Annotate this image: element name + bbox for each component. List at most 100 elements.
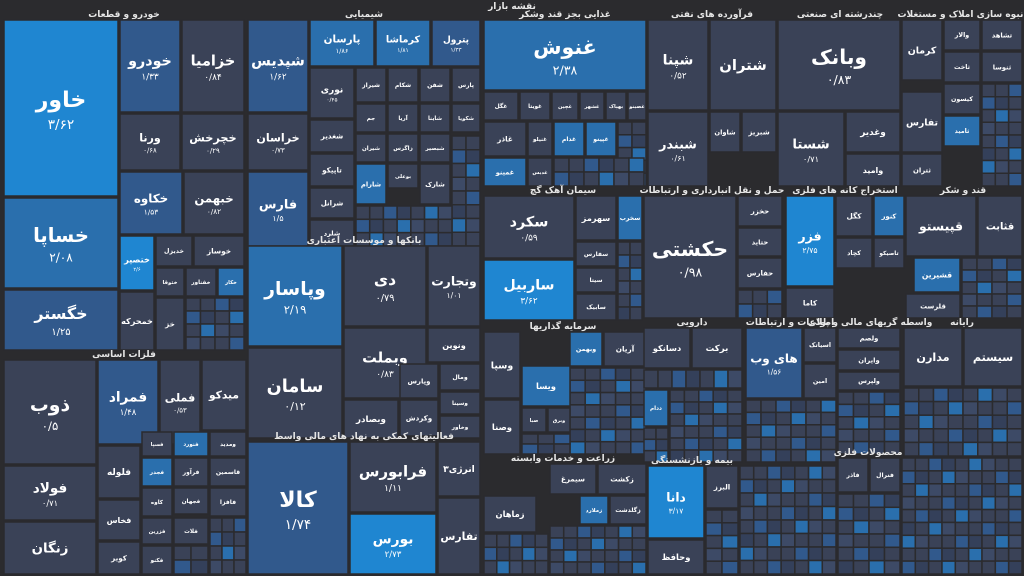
stock-tile[interactable]	[437, 441, 481, 497]
minor-tile[interactable]	[599, 416, 617, 431]
minor-tile[interactable]	[981, 470, 997, 485]
minor-tile[interactable]	[569, 367, 586, 382]
stock-tile[interactable]	[483, 399, 521, 455]
minor-tile[interactable]	[901, 457, 917, 472]
minor-tile[interactable]	[465, 149, 481, 165]
minor-tile[interactable]	[752, 465, 769, 481]
minor-tile[interactable]	[584, 391, 602, 406]
minor-tile[interactable]	[947, 441, 964, 457]
minor-tile[interactable]	[584, 404, 602, 418]
minor-tile[interactable]	[981, 159, 997, 174]
minor-tile[interactable]	[508, 559, 524, 575]
stock-tile[interactable]	[155, 267, 185, 297]
minor-tile[interactable]	[991, 400, 1008, 416]
minor-tile[interactable]	[821, 532, 837, 548]
minor-tile[interactable]	[712, 413, 729, 427]
stock-tile[interactable]	[943, 83, 981, 115]
minor-tile[interactable]	[712, 425, 729, 439]
stock-tile[interactable]	[785, 195, 835, 287]
minor-tile[interactable]	[437, 231, 453, 247]
minor-tile[interactable]	[584, 416, 602, 431]
minor-tile[interactable]	[991, 428, 1008, 444]
minor-tile[interactable]	[976, 281, 993, 295]
stock-tile[interactable]	[247, 19, 309, 113]
minor-tile[interactable]	[967, 547, 983, 562]
minor-tile[interactable]	[780, 492, 796, 508]
stock-tile[interactable]	[981, 19, 1023, 51]
minor-tile[interactable]	[752, 532, 769, 548]
stock-tile[interactable]	[3, 521, 97, 575]
stock-tile[interactable]	[141, 517, 173, 545]
minor-tile[interactable]	[221, 517, 235, 533]
minor-tile[interactable]	[820, 448, 837, 463]
minor-tile[interactable]	[599, 428, 617, 443]
minor-tile[interactable]	[994, 159, 1010, 174]
stock-tile[interactable]	[97, 359, 159, 445]
stock-tile[interactable]	[159, 359, 201, 445]
minor-tile[interactable]	[947, 400, 964, 416]
minor-tile[interactable]	[669, 401, 686, 415]
stock-tile[interactable]	[141, 457, 173, 487]
minor-tile[interactable]	[852, 533, 870, 549]
stock-tile[interactable]	[741, 111, 777, 153]
minor-tile[interactable]	[1007, 547, 1023, 562]
minor-tile[interactable]	[941, 483, 957, 498]
stock-tile[interactable]	[705, 465, 739, 509]
minor-tile[interactable]	[994, 470, 1010, 485]
minor-tile[interactable]	[705, 534, 723, 550]
minor-tile[interactable]	[883, 559, 901, 575]
minor-tile[interactable]	[614, 404, 632, 418]
minor-tile[interactable]	[981, 483, 997, 498]
minor-tile[interactable]	[451, 204, 467, 220]
minor-tile[interactable]	[599, 440, 617, 455]
minor-tile[interactable]	[794, 465, 810, 481]
minor-tile[interactable]	[643, 369, 659, 389]
minor-tile[interactable]	[1006, 414, 1023, 430]
minor-tile[interactable]	[901, 560, 917, 575]
minor-tile[interactable]	[590, 537, 606, 551]
minor-tile[interactable]	[1006, 257, 1023, 271]
minor-tile[interactable]	[382, 205, 398, 221]
stock-tile[interactable]	[597, 463, 647, 495]
minor-tile[interactable]	[465, 231, 481, 247]
stock-tile[interactable]	[647, 539, 705, 575]
minor-tile[interactable]	[914, 457, 930, 472]
minor-tile[interactable]	[698, 437, 714, 451]
minor-tile[interactable]	[465, 162, 481, 178]
minor-tile[interactable]	[496, 559, 511, 575]
minor-tile[interactable]	[941, 470, 957, 485]
minor-tile[interactable]	[537, 433, 555, 445]
minor-tile[interactable]	[918, 400, 935, 416]
minor-tile[interactable]	[766, 478, 782, 494]
stock-tile[interactable]	[399, 399, 439, 437]
minor-tile[interactable]	[954, 495, 970, 511]
minor-tile[interactable]	[994, 521, 1010, 537]
minor-tile[interactable]	[941, 547, 957, 562]
stock-tile[interactable]	[355, 133, 387, 163]
minor-tile[interactable]	[631, 525, 647, 539]
minor-tile[interactable]	[584, 379, 602, 394]
minor-tile[interactable]	[699, 369, 715, 389]
stock-tile[interactable]	[547, 407, 571, 433]
minor-tile[interactable]	[451, 162, 467, 178]
minor-tile[interactable]	[613, 171, 630, 187]
stock-tile[interactable]	[647, 111, 709, 187]
stock-tile[interactable]	[217, 267, 245, 297]
minor-tile[interactable]	[1006, 305, 1023, 319]
minor-tile[interactable]	[852, 403, 870, 418]
minor-tile[interactable]	[821, 465, 837, 481]
minor-tile[interactable]	[981, 457, 997, 472]
minor-tile[interactable]	[837, 533, 855, 549]
minor-tile[interactable]	[1007, 96, 1023, 111]
stock-tile[interactable]	[155, 235, 193, 267]
minor-tile[interactable]	[1007, 483, 1023, 498]
stock-tile[interactable]	[575, 195, 617, 241]
minor-tile[interactable]	[712, 401, 729, 415]
minor-tile[interactable]	[423, 205, 440, 221]
minor-tile[interactable]	[739, 465, 755, 481]
minor-tile[interactable]	[994, 547, 1010, 562]
minor-tile[interactable]	[233, 559, 247, 575]
minor-tile[interactable]	[190, 559, 209, 575]
stock-tile[interactable]	[709, 19, 777, 111]
minor-tile[interactable]	[868, 403, 886, 418]
